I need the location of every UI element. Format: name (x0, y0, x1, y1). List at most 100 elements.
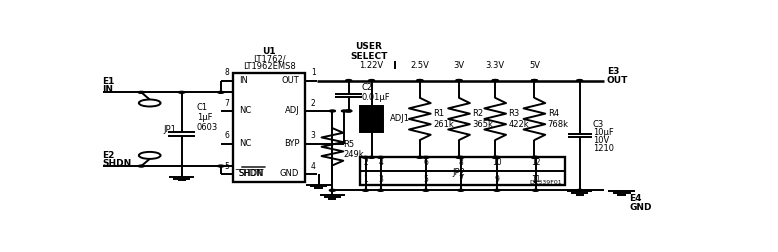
Text: 4: 4 (310, 162, 316, 171)
Text: GND: GND (280, 170, 300, 178)
Text: 11: 11 (531, 175, 541, 184)
Text: SHDN: SHDN (239, 170, 264, 178)
Circle shape (138, 100, 160, 107)
Text: GND: GND (629, 203, 651, 212)
Circle shape (456, 80, 462, 81)
Text: 10V: 10V (593, 136, 609, 145)
Circle shape (456, 80, 462, 81)
Bar (359, 157, 565, 184)
Circle shape (329, 110, 335, 112)
Bar (233, 73, 305, 182)
Text: 1: 1 (363, 175, 368, 184)
Circle shape (363, 156, 369, 158)
Circle shape (456, 156, 462, 158)
Text: 2: 2 (363, 158, 368, 167)
Circle shape (218, 91, 224, 93)
Circle shape (417, 80, 423, 81)
Circle shape (531, 156, 538, 158)
Circle shape (457, 156, 464, 158)
Text: E3: E3 (607, 67, 619, 76)
Text: 8: 8 (225, 68, 230, 77)
Text: 8: 8 (458, 158, 463, 167)
Text: 3: 3 (378, 175, 383, 184)
Text: 365k: 365k (472, 120, 493, 129)
Circle shape (494, 156, 500, 158)
Text: 5V: 5V (529, 61, 540, 71)
Text: OUT: OUT (282, 76, 300, 85)
Circle shape (363, 189, 369, 191)
Circle shape (423, 189, 429, 191)
Text: 1.22V: 1.22V (359, 61, 384, 71)
Circle shape (417, 156, 423, 158)
Circle shape (533, 189, 538, 191)
Text: BYP: BYP (284, 139, 300, 148)
Circle shape (576, 80, 583, 81)
Circle shape (179, 91, 184, 93)
Text: SELECT: SELECT (350, 52, 387, 61)
Text: 12: 12 (531, 158, 541, 167)
Circle shape (342, 110, 348, 112)
Text: 6: 6 (423, 158, 429, 167)
Circle shape (531, 80, 538, 81)
Text: 10: 10 (492, 158, 502, 167)
Text: R1: R1 (433, 109, 444, 118)
Circle shape (533, 156, 538, 158)
Text: R2: R2 (472, 109, 483, 118)
Text: IN: IN (102, 85, 113, 94)
Circle shape (138, 165, 144, 167)
Text: ADJ1: ADJ1 (390, 114, 410, 123)
Text: 1210: 1210 (593, 144, 614, 152)
Text: R4: R4 (548, 109, 559, 118)
Text: 4: 4 (378, 158, 383, 167)
Text: U1: U1 (262, 47, 276, 56)
Text: R5: R5 (343, 140, 354, 149)
Circle shape (218, 165, 224, 167)
Text: 2.5V: 2.5V (410, 61, 429, 71)
Text: OUT: OUT (607, 76, 628, 85)
Text: 2: 2 (310, 99, 316, 108)
Circle shape (345, 80, 352, 81)
Text: 261k: 261k (433, 120, 454, 129)
Text: 422k: 422k (509, 120, 529, 129)
Text: SHDN: SHDN (102, 159, 131, 168)
Circle shape (369, 156, 375, 158)
Circle shape (494, 189, 500, 191)
Text: ̅S̅H̅D̅N̅: ̅S̅H̅D̅N̅ (239, 170, 264, 178)
Circle shape (417, 80, 423, 81)
Circle shape (531, 80, 538, 81)
Text: 3: 3 (310, 131, 316, 140)
Circle shape (423, 156, 429, 158)
Text: IN: IN (239, 76, 248, 85)
Circle shape (377, 189, 384, 191)
Text: E4: E4 (629, 194, 642, 203)
Text: 10μF: 10μF (593, 128, 614, 137)
Text: JP2: JP2 (453, 168, 465, 177)
Circle shape (492, 156, 498, 158)
Circle shape (138, 91, 144, 93)
Text: 5: 5 (224, 162, 230, 171)
Text: E1: E1 (102, 77, 114, 86)
Text: C3: C3 (593, 120, 605, 129)
Text: 0603: 0603 (197, 123, 218, 132)
Circle shape (377, 156, 384, 158)
Text: 0.01μF: 0.01μF (362, 93, 391, 102)
Circle shape (329, 189, 335, 191)
Text: 1: 1 (310, 68, 316, 77)
Text: 1μF: 1μF (197, 113, 212, 122)
Bar (360, 106, 383, 132)
Text: JP1: JP1 (163, 125, 176, 134)
Text: 5: 5 (423, 175, 429, 184)
Text: LT1962EMS8: LT1962EMS8 (243, 62, 296, 71)
Text: 7: 7 (224, 99, 230, 108)
Circle shape (345, 110, 352, 112)
Text: ADJ: ADJ (285, 106, 300, 115)
Circle shape (369, 80, 375, 81)
Text: C2: C2 (362, 83, 373, 92)
Text: 7: 7 (458, 175, 463, 184)
Circle shape (345, 110, 352, 112)
Text: 3.3V: 3.3V (485, 61, 505, 71)
Text: R3: R3 (509, 109, 520, 118)
Text: 249k: 249k (343, 150, 364, 159)
Circle shape (492, 80, 498, 81)
Text: LT1762/: LT1762/ (253, 54, 286, 64)
